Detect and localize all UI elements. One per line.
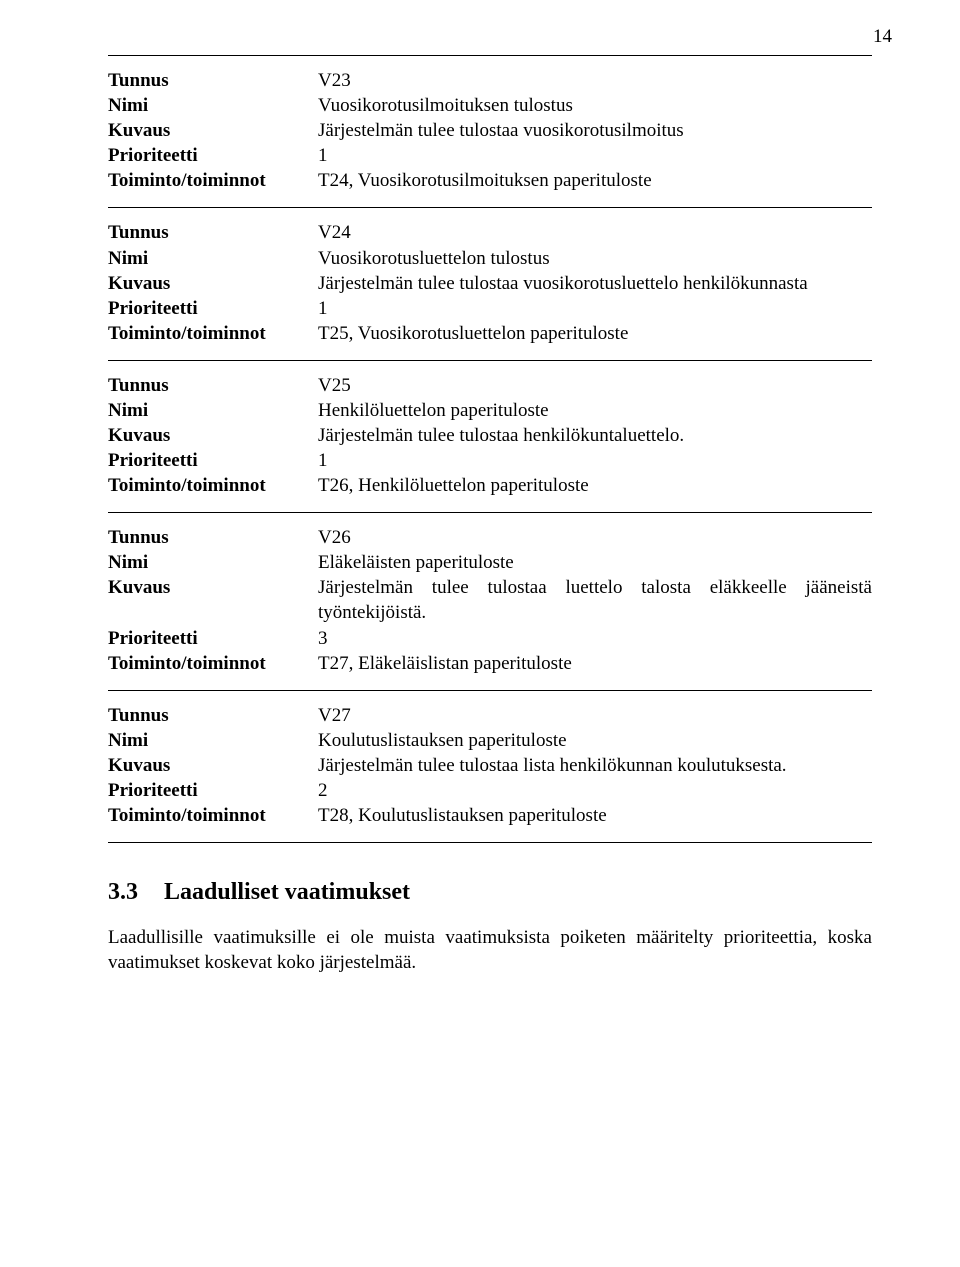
row-value-toiminto: T26, Henkilöluettelon paperituloste bbox=[318, 473, 872, 498]
requirement-row-nimi: NimiKoulutuslistauksen paperituloste bbox=[108, 728, 872, 753]
requirement-row-tunnus: TunnusV24 bbox=[108, 220, 872, 245]
row-label-kuvaus: Kuvaus bbox=[108, 423, 318, 448]
page-number: 14 bbox=[108, 24, 892, 49]
row-label-nimi: Nimi bbox=[108, 398, 318, 423]
row-value-kuvaus: Järjestelmän tulee tulostaa vuosikorotus… bbox=[318, 118, 872, 143]
requirement-row-tunnus: TunnusV26 bbox=[108, 525, 872, 550]
row-label-nimi: Nimi bbox=[108, 93, 318, 118]
row-value-kuvaus: Järjestelmän tulee tulostaa lista henkil… bbox=[318, 753, 872, 778]
row-value-nimi: Koulutuslistauksen paperituloste bbox=[318, 728, 872, 753]
row-value-tunnus: V25 bbox=[318, 373, 872, 398]
requirement-block: TunnusV25NimiHenkilöluettelon paperitulo… bbox=[108, 361, 872, 513]
requirement-row-toiminto: Toiminto/toiminnotT28, Koulutuslistaukse… bbox=[108, 803, 872, 828]
requirement-row-tunnus: TunnusV27 bbox=[108, 703, 872, 728]
requirement-row-toiminto: Toiminto/toiminnotT25, Vuosikorotusluett… bbox=[108, 321, 872, 346]
requirement-row-tunnus: TunnusV23 bbox=[108, 68, 872, 93]
row-value-toiminto: T28, Koulutuslistauksen paperituloste bbox=[318, 803, 872, 828]
row-label-toiminto: Toiminto/toiminnot bbox=[108, 651, 318, 676]
row-label-tunnus: Tunnus bbox=[108, 220, 318, 245]
requirement-row-prioriteetti: Prioriteetti1 bbox=[108, 296, 872, 321]
row-value-tunnus: V26 bbox=[318, 525, 872, 550]
row-label-nimi: Nimi bbox=[108, 550, 318, 575]
requirement-row-nimi: NimiVuosikorotusluettelon tulostus bbox=[108, 246, 872, 271]
row-label-tunnus: Tunnus bbox=[108, 703, 318, 728]
requirement-row-kuvaus: KuvausJärjestelmän tulee tulostaa luette… bbox=[108, 575, 872, 625]
row-label-tunnus: Tunnus bbox=[108, 68, 318, 93]
requirement-row-kuvaus: KuvausJärjestelmän tulee tulostaa vuosik… bbox=[108, 271, 872, 296]
requirement-row-nimi: NimiVuosikorotusilmoituksen tulostus bbox=[108, 93, 872, 118]
requirement-row-prioriteetti: Prioriteetti1 bbox=[108, 448, 872, 473]
row-label-tunnus: Tunnus bbox=[108, 373, 318, 398]
row-value-tunnus: V23 bbox=[318, 68, 872, 93]
requirement-row-prioriteetti: Prioriteetti3 bbox=[108, 626, 872, 651]
requirement-block: TunnusV23NimiVuosikorotusilmoituksen tul… bbox=[108, 55, 872, 208]
requirement-row-toiminto: Toiminto/toiminnotT27, Eläkeläislistan p… bbox=[108, 651, 872, 676]
row-value-kuvaus: Järjestelmän tulee tulostaa vuosikorotus… bbox=[318, 271, 872, 296]
row-value-nimi: Eläkeläisten paperituloste bbox=[318, 550, 872, 575]
row-label-kuvaus: Kuvaus bbox=[108, 753, 318, 778]
requirement-block: TunnusV26NimiEläkeläisten paperitulosteK… bbox=[108, 513, 872, 690]
row-label-toiminto: Toiminto/toiminnot bbox=[108, 321, 318, 346]
row-label-prioriteetti: Prioriteetti bbox=[108, 448, 318, 473]
row-value-prioriteetti: 2 bbox=[318, 778, 872, 803]
requirement-row-nimi: NimiHenkilöluettelon paperituloste bbox=[108, 398, 872, 423]
row-label-tunnus: Tunnus bbox=[108, 525, 318, 550]
requirement-row-kuvaus: KuvausJärjestelmän tulee tulostaa lista … bbox=[108, 753, 872, 778]
row-value-prioriteetti: 3 bbox=[318, 626, 872, 651]
row-value-toiminto: T25, Vuosikorotusluettelon paperituloste bbox=[318, 321, 872, 346]
section-number: 3.3 bbox=[108, 877, 164, 909]
requirement-row-kuvaus: KuvausJärjestelmän tulee tulostaa henkil… bbox=[108, 423, 872, 448]
row-value-tunnus: V27 bbox=[318, 703, 872, 728]
row-value-tunnus: V24 bbox=[318, 220, 872, 245]
row-label-toiminto: Toiminto/toiminnot bbox=[108, 168, 318, 193]
row-label-prioriteetti: Prioriteetti bbox=[108, 778, 318, 803]
row-label-nimi: Nimi bbox=[108, 246, 318, 271]
requirement-row-prioriteetti: Prioriteetti1 bbox=[108, 143, 872, 168]
row-label-kuvaus: Kuvaus bbox=[108, 271, 318, 296]
requirement-row-kuvaus: KuvausJärjestelmän tulee tulostaa vuosik… bbox=[108, 118, 872, 143]
requirement-row-nimi: NimiEläkeläisten paperituloste bbox=[108, 550, 872, 575]
row-value-kuvaus: Järjestelmän tulee tulostaa henkilökunta… bbox=[318, 423, 872, 448]
row-label-prioriteetti: Prioriteetti bbox=[108, 143, 318, 168]
row-value-prioriteetti: 1 bbox=[318, 143, 872, 168]
row-label-kuvaus: Kuvaus bbox=[108, 575, 318, 600]
row-label-toiminto: Toiminto/toiminnot bbox=[108, 473, 318, 498]
requirement-block: TunnusV24NimiVuosikorotusluettelon tulos… bbox=[108, 208, 872, 360]
requirement-row-prioriteetti: Prioriteetti2 bbox=[108, 778, 872, 803]
row-value-nimi: Vuosikorotusluettelon tulostus bbox=[318, 246, 872, 271]
row-value-kuvaus: Järjestelmän tulee tulostaa luettelo tal… bbox=[318, 575, 872, 625]
row-label-nimi: Nimi bbox=[108, 728, 318, 753]
row-label-prioriteetti: Prioriteetti bbox=[108, 296, 318, 321]
section-title: Laadulliset vaatimukset bbox=[164, 879, 410, 905]
requirement-row-toiminto: Toiminto/toiminnotT24, Vuosikorotusilmoi… bbox=[108, 168, 872, 193]
requirement-row-toiminto: Toiminto/toiminnotT26, Henkilöluettelon … bbox=[108, 473, 872, 498]
row-label-toiminto: Toiminto/toiminnot bbox=[108, 803, 318, 828]
row-value-nimi: Henkilöluettelon paperituloste bbox=[318, 398, 872, 423]
row-label-kuvaus: Kuvaus bbox=[108, 118, 318, 143]
row-value-prioriteetti: 1 bbox=[318, 448, 872, 473]
requirement-row-tunnus: TunnusV25 bbox=[108, 373, 872, 398]
row-value-toiminto: T24, Vuosikorotusilmoituksen paperitulos… bbox=[318, 168, 872, 193]
row-value-nimi: Vuosikorotusilmoituksen tulostus bbox=[318, 93, 872, 118]
section-heading: 3.3Laadulliset vaatimukset bbox=[108, 877, 872, 909]
row-value-toiminto: T27, Eläkeläislistan paperituloste bbox=[318, 651, 872, 676]
section-paragraph: Laadullisille vaatimuksille ei ole muist… bbox=[108, 925, 872, 975]
requirement-block: TunnusV27NimiKoulutuslistauksen paperitu… bbox=[108, 691, 872, 843]
row-label-prioriteetti: Prioriteetti bbox=[108, 626, 318, 651]
row-value-prioriteetti: 1 bbox=[318, 296, 872, 321]
